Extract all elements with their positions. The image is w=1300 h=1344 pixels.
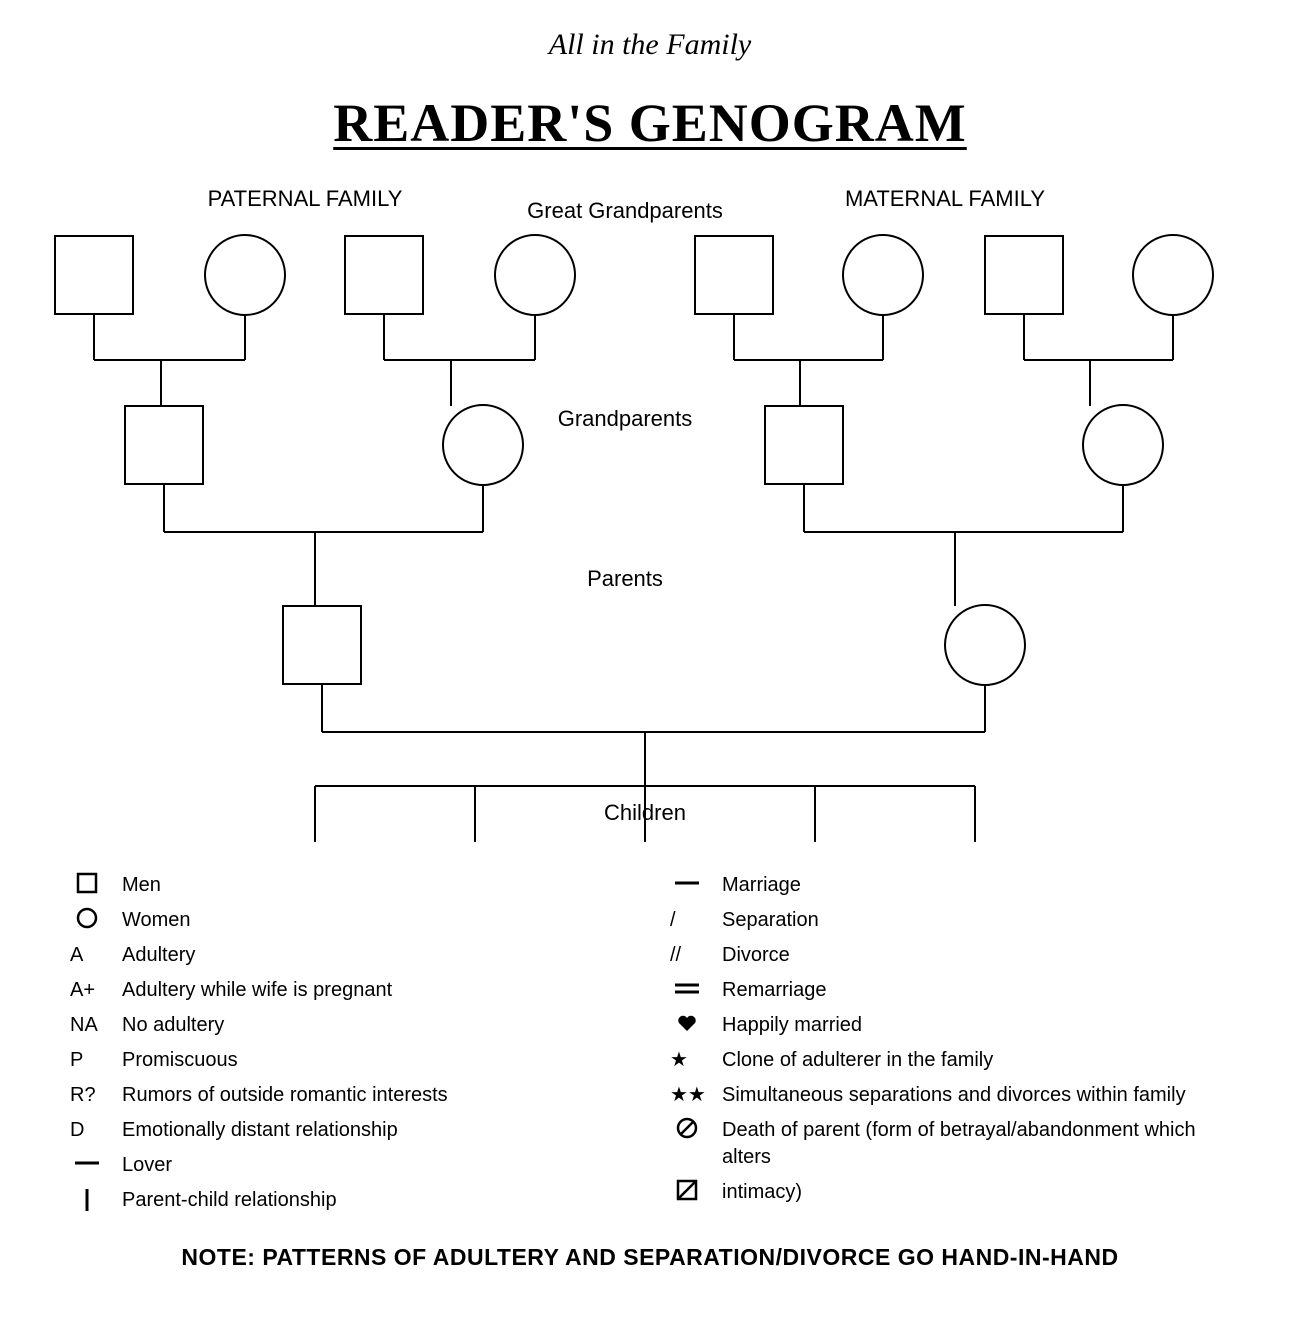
legend-symbol: NA — [70, 1012, 104, 1039]
legend-text: Marriage — [722, 872, 801, 899]
legend-symbol: R? — [70, 1082, 104, 1109]
footer-note: NOTE: PATTERNS OF ADULTERY AND SEPARATIO… — [30, 1244, 1270, 1271]
legend-row: D Emotionally distant relationship — [70, 1117, 630, 1144]
legend-row: Marriage — [670, 872, 1230, 899]
legend-text: Adultery while wife is pregnant — [122, 977, 392, 1004]
legend-text: Happily married — [722, 1012, 862, 1039]
legend-row: // Divorce — [670, 942, 1230, 969]
legend-text: Parent-child relationship — [122, 1187, 337, 1214]
legend-text: Remarriage — [722, 977, 826, 1004]
page-title: READER'S GENOGRAM — [30, 92, 1270, 154]
legend-text: intimacy) — [722, 1179, 802, 1206]
legend-text: Women — [122, 907, 191, 934]
legend-symbol: ★★ — [670, 1082, 704, 1109]
legend-row: Lover — [70, 1152, 630, 1179]
legend-symbol: // — [670, 942, 704, 969]
svg-text:Children: Children — [604, 800, 686, 825]
legend-symbol — [670, 977, 704, 999]
legend-symbol — [670, 872, 704, 894]
svg-text:PATERNAL FAMILY: PATERNAL FAMILY — [208, 186, 403, 211]
genogram-diagram: PATERNAL FAMILY MATERNAL FAMILY Great Gran… — [45, 176, 1255, 856]
legend-text: No adultery — [122, 1012, 224, 1039]
legend-symbol: P — [70, 1047, 104, 1074]
legend-symbol — [70, 872, 104, 894]
legend-text: Emotionally distant relationship — [122, 1117, 398, 1144]
legend-text: Adultery — [122, 942, 195, 969]
legend-symbol: / — [670, 907, 704, 934]
page-subtitle: All in the Family — [30, 28, 1270, 62]
legend-symbol — [670, 1012, 704, 1034]
legend-row: ★ Clone of adulterer in the family — [670, 1047, 1230, 1074]
legend-symbol — [70, 1152, 104, 1174]
legend-row: intimacy) — [670, 1179, 1230, 1206]
legend-symbol: ★ — [670, 1047, 704, 1074]
legend-row: Death of parent (form of betrayal/abando… — [670, 1117, 1230, 1171]
legend-row: ★★ Simultaneous separations and divorces … — [670, 1082, 1230, 1109]
svg-text:Parents: Parents — [587, 566, 663, 591]
legend-text: Clone of adulterer in the family — [722, 1047, 993, 1074]
svg-text:Great Grandparents: Great Grandparents — [527, 198, 723, 223]
legend-row: A Adultery — [70, 942, 630, 969]
svg-text:MATERNAL FAMILY: MATERNAL FAMILY — [845, 186, 1045, 211]
legend-text: Promiscuous — [122, 1047, 238, 1074]
legend-row: R? Rumors of outside romantic interests — [70, 1082, 630, 1109]
legend-symbol — [670, 1117, 704, 1139]
legend: Men Women A Adultery A+ Adultery while wife i… — [70, 872, 1230, 1222]
legend-row: Remarriage — [670, 977, 1230, 1004]
legend-row: Happily married — [670, 1012, 1230, 1039]
legend-symbol: D — [70, 1117, 104, 1144]
legend-text: Simultaneous separations and divorces wi… — [722, 1082, 1186, 1109]
legend-row: / Separation — [670, 907, 1230, 934]
legend-symbol — [670, 1179, 704, 1201]
svg-text:Grandparents: Grandparents — [558, 406, 693, 431]
legend-row: Women — [70, 907, 630, 934]
legend-text: Lover — [122, 1152, 172, 1179]
legend-symbol — [70, 1187, 104, 1213]
legend-symbol: A+ — [70, 977, 104, 1004]
legend-text: Divorce — [722, 942, 790, 969]
legend-left-column: Men Women A Adultery A+ Adultery while wife i… — [70, 872, 630, 1222]
legend-row: P Promiscuous — [70, 1047, 630, 1074]
legend-text: Separation — [722, 907, 819, 934]
legend-symbol — [70, 907, 104, 929]
legend-symbol: A — [70, 942, 104, 969]
legend-row: Men — [70, 872, 630, 899]
legend-row: A+ Adultery while wife is pregnant — [70, 977, 630, 1004]
legend-right-column: Marriage / Separation // Divorce Remarriage Ha… — [670, 872, 1230, 1222]
legend-text: Rumors of outside romantic interests — [122, 1082, 448, 1109]
legend-text: Men — [122, 872, 161, 899]
legend-row: Parent-child relationship — [70, 1187, 630, 1214]
legend-row: NA No adultery — [70, 1012, 630, 1039]
legend-text: Death of parent (form of betrayal/abando… — [722, 1117, 1230, 1171]
